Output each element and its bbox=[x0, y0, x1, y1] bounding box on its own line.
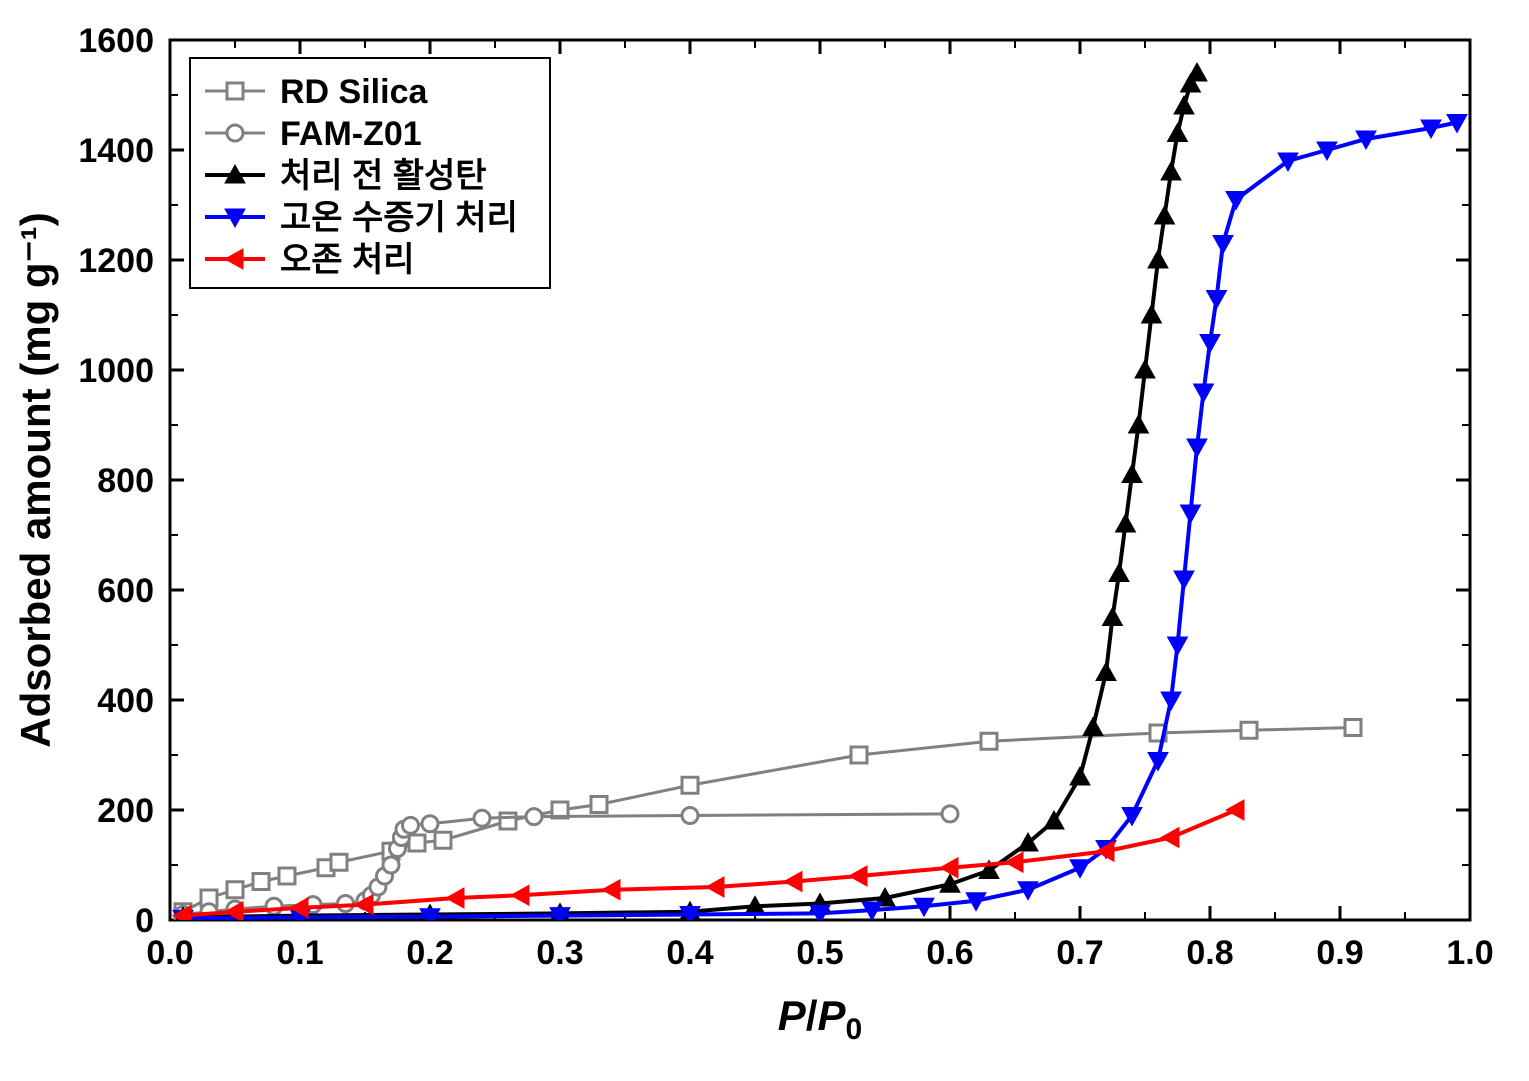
svg-text:1200: 1200 bbox=[78, 242, 154, 280]
svg-text:0.8: 0.8 bbox=[1186, 934, 1233, 972]
svg-text:0.7: 0.7 bbox=[1056, 934, 1103, 972]
svg-text:1.0: 1.0 bbox=[1446, 934, 1493, 972]
svg-text:0.4: 0.4 bbox=[666, 934, 713, 972]
svg-text:0.2: 0.2 bbox=[406, 934, 453, 972]
svg-text:고온 수증기 처리: 고온 수증기 처리 bbox=[280, 199, 518, 237]
chart-svg: 0.00.10.20.30.40.50.60.70.80.91.00200400… bbox=[0, 0, 1529, 1081]
chart-container: 0.00.10.20.30.40.50.60.70.80.91.00200400… bbox=[0, 0, 1529, 1081]
svg-text:0.3: 0.3 bbox=[536, 934, 583, 972]
svg-text:0.9: 0.9 bbox=[1316, 934, 1363, 972]
svg-text:600: 600 bbox=[97, 572, 154, 610]
svg-text:0: 0 bbox=[135, 902, 154, 940]
svg-text:0.1: 0.1 bbox=[276, 934, 323, 972]
svg-text:800: 800 bbox=[97, 462, 154, 500]
svg-text:0.5: 0.5 bbox=[796, 934, 843, 972]
svg-text:Adsorbed amount (mg g⁻¹): Adsorbed amount (mg g⁻¹) bbox=[12, 212, 59, 747]
svg-text:FAM-Z01: FAM-Z01 bbox=[280, 115, 422, 153]
svg-text:1000: 1000 bbox=[78, 352, 154, 390]
svg-text:1400: 1400 bbox=[78, 132, 154, 170]
svg-text:오존 처리: 오존 처리 bbox=[280, 241, 415, 279]
svg-text:200: 200 bbox=[97, 792, 154, 830]
svg-text:1600: 1600 bbox=[78, 22, 154, 60]
svg-text:0.6: 0.6 bbox=[926, 934, 973, 972]
svg-text:400: 400 bbox=[97, 682, 154, 720]
svg-text:처리 전 활성탄: 처리 전 활성탄 bbox=[280, 157, 487, 195]
svg-text:RD Silica: RD Silica bbox=[280, 73, 428, 111]
